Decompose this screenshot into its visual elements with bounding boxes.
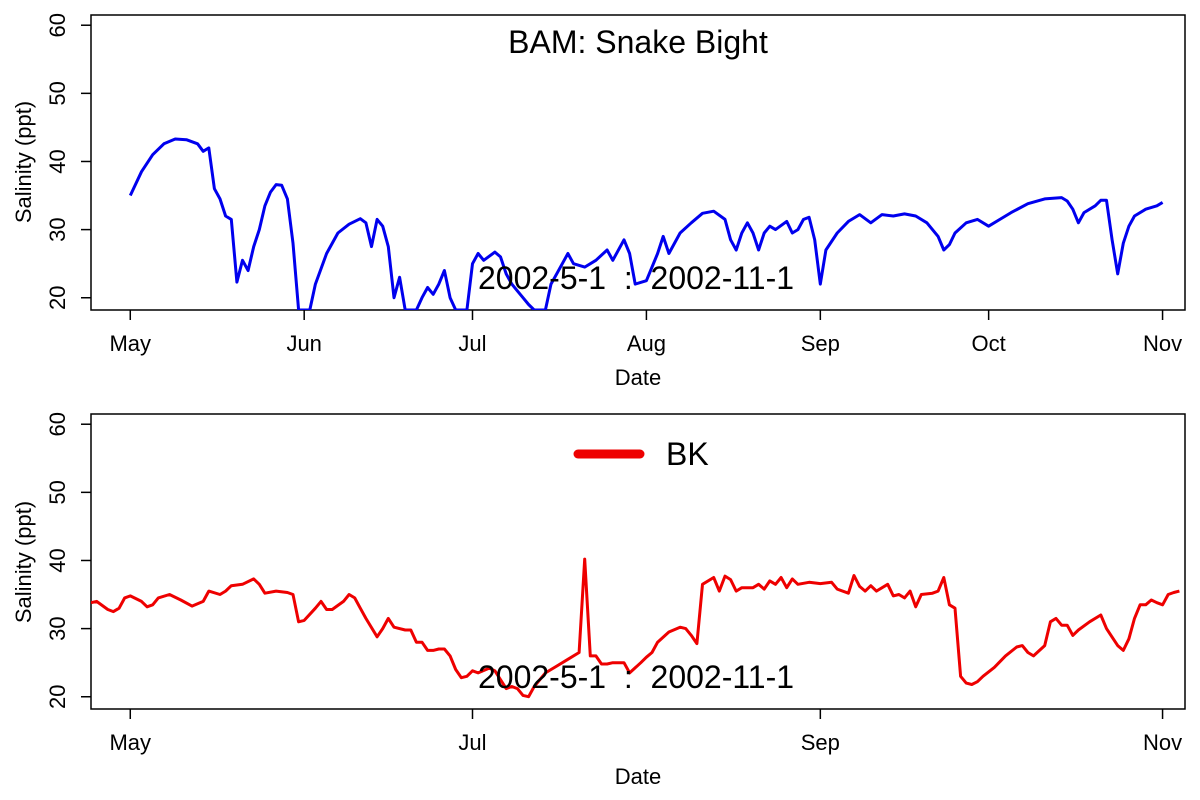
top-y-axis-title: Salinity (ppt)	[11, 101, 36, 223]
bottom-y-axis-title: Salinity (ppt)	[11, 501, 36, 623]
x-tick-label-sep: Sep	[801, 730, 840, 755]
top-y-axis: 20 30 40 50 60	[45, 13, 91, 310]
y-tick-label-50: 50	[45, 81, 70, 105]
top-plot-frame	[90, 14, 1186, 311]
y-tick-label-20: 20	[45, 684, 70, 708]
bottom-panel: May Jul Sep Nov 20 30 40 50 60 BK 2002-5-1 : 20…	[11, 412, 1186, 789]
bottom-legend: BK	[573, 436, 709, 472]
x-tick-label-jul: Jul	[458, 331, 486, 356]
bottom-y-axis: 20 30 40 50 60	[45, 412, 91, 709]
x-tick-label-oct: Oct	[972, 331, 1006, 356]
x-tick-label-sep: Sep	[801, 331, 840, 356]
top-salinity-series-line	[128, 137, 1164, 310]
x-tick-label-nov: Nov	[1143, 730, 1182, 755]
x-tick-label-jul: Jul	[458, 730, 486, 755]
bottom-x-axis: May Jul Sep Nov	[109, 709, 1182, 755]
y-tick-label-20: 20	[45, 285, 70, 309]
y-tick-label-30: 30	[45, 616, 70, 640]
x-tick-label-may: May	[109, 730, 151, 755]
bottom-x-axis-title: Date	[615, 764, 661, 789]
x-tick-label-nov: Nov	[1143, 331, 1182, 356]
top-date-range-annotation: 2002-5-1 : 2002-11-1	[478, 260, 794, 296]
y-tick-label-40: 40	[45, 548, 70, 572]
bottom-date-range-annotation: 2002-5-1 : 2002-11-1	[478, 659, 794, 695]
y-tick-label-40: 40	[45, 149, 70, 173]
bottom-plot-frame	[90, 413, 1186, 710]
x-tick-label-jun: Jun	[286, 331, 321, 356]
top-panel: May Jun Jul Aug Sep Oct Nov 20 30 40 50 60 BAM: Sn…	[11, 13, 1186, 390]
top-chart-title: BAM: Snake Bight	[508, 24, 768, 60]
bottom-bk-series-line	[91, 557, 1180, 699]
y-tick-label-60: 60	[45, 412, 70, 436]
top-x-axis-title: Date	[615, 365, 661, 390]
x-tick-label-may: May	[109, 331, 151, 356]
y-tick-label-30: 30	[45, 217, 70, 241]
top-x-axis: May Jun Jul Aug Sep Oct Nov	[109, 310, 1182, 356]
x-tick-label-aug: Aug	[627, 331, 666, 356]
y-tick-label-60: 60	[45, 13, 70, 37]
y-tick-label-50: 50	[45, 480, 70, 504]
legend-label-bk: BK	[666, 436, 709, 472]
